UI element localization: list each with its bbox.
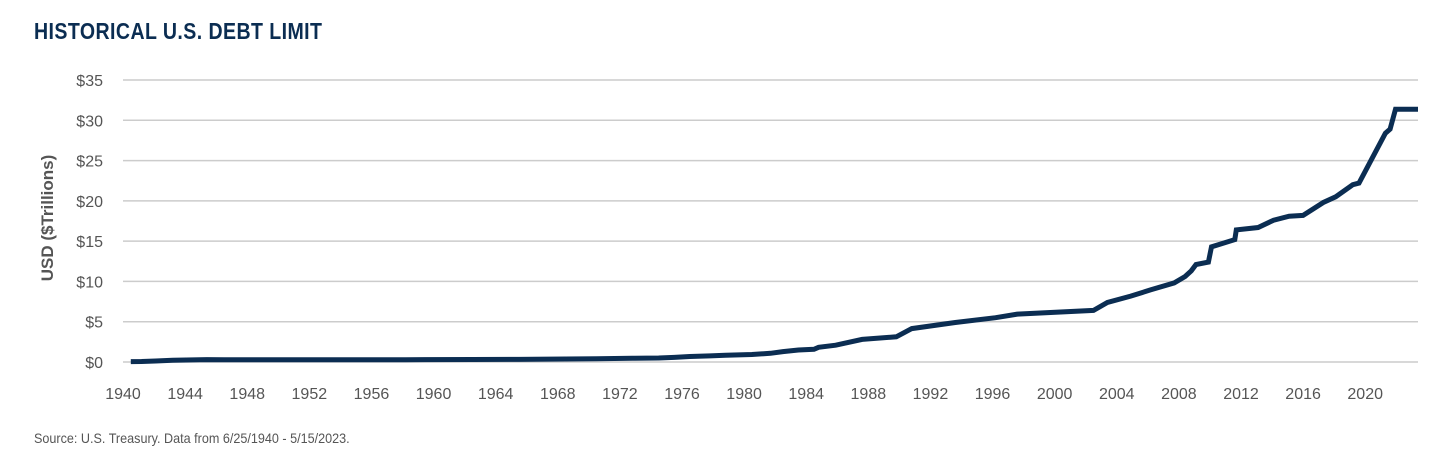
x-tick-label: 2000 bbox=[1037, 386, 1073, 403]
x-axis-ticks: 1940 1944 1948 1952 1956 1960 1964 1968 1972 1976… bbox=[105, 386, 1383, 403]
x-tick-label: 2016 bbox=[1285, 386, 1321, 403]
series-line-debt-limit bbox=[130, 106, 1418, 365]
x-tick-label: 1956 bbox=[354, 386, 390, 403]
y-tick-label: $35 bbox=[76, 73, 103, 90]
x-tick-label: 2012 bbox=[1223, 386, 1259, 403]
x-tick-label: 1964 bbox=[478, 386, 514, 403]
source-note: Source: U.S. Treasury. Data from 6/25/19… bbox=[34, 430, 350, 446]
y-tick-label: $30 bbox=[76, 113, 103, 130]
y-axis-label: USD ($Trillions) bbox=[38, 155, 57, 282]
chart-title: HISTORICAL U.S. DEBT LIMIT bbox=[34, 18, 323, 44]
y-tick-label: $15 bbox=[76, 234, 103, 251]
x-tick-label: 1968 bbox=[540, 386, 576, 403]
x-tick-label: 1940 bbox=[105, 386, 141, 403]
x-tick-label: 1980 bbox=[726, 386, 762, 403]
x-tick-label: 1972 bbox=[602, 386, 638, 403]
y-tick-label: $20 bbox=[76, 194, 103, 211]
y-tick-label: $5 bbox=[85, 315, 103, 332]
x-tick-label: 1984 bbox=[788, 386, 824, 403]
x-tick-label: 1952 bbox=[292, 386, 328, 403]
x-tick-label: 2004 bbox=[1099, 386, 1135, 403]
y-axis-ticks: $0 $5 $10 $15 $20 $25 $30 $35 bbox=[76, 73, 103, 372]
x-tick-label: 1992 bbox=[913, 386, 949, 403]
x-tick-label: 2020 bbox=[1347, 386, 1383, 403]
x-tick-label: 1948 bbox=[229, 386, 265, 403]
x-tick-label: 1996 bbox=[975, 386, 1011, 403]
x-tick-label: 2008 bbox=[1161, 386, 1197, 403]
x-tick-label: 1960 bbox=[416, 386, 452, 403]
x-tick-label: 1976 bbox=[664, 386, 700, 403]
y-tick-label: $10 bbox=[76, 274, 103, 291]
x-tick-label: 1988 bbox=[851, 386, 887, 403]
gridlines bbox=[123, 79, 1418, 363]
x-tick-label: 1944 bbox=[167, 386, 203, 403]
y-tick-label: $0 bbox=[85, 355, 103, 372]
y-tick-label: $25 bbox=[76, 154, 103, 171]
